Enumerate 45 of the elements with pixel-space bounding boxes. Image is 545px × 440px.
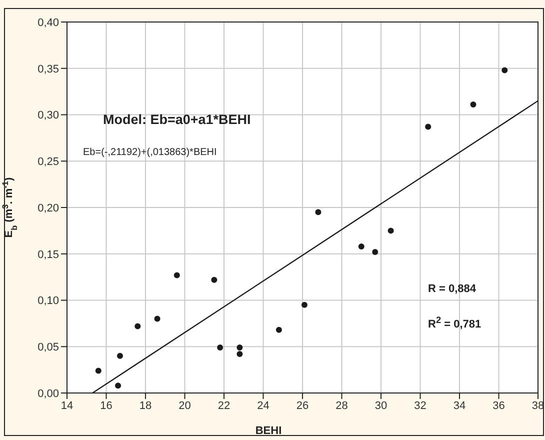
annotation: Eb=(-,21192)+(,013863)*BEHI [83,147,217,158]
point [95,368,102,374]
x-tick-label: 36 [492,400,505,412]
y-tick-label: 0,35 [38,63,59,76]
point [358,243,364,250]
point [502,67,508,74]
point [388,228,394,234]
x-tick-label: 32 [414,400,426,412]
x-tick-label: 26 [296,400,309,412]
point [211,276,218,283]
x-tick-label: 20 [178,400,191,412]
x-tick-label: 18 [139,400,152,412]
x-axis-title: BEHI [255,425,282,437]
x-tick-label: 28 [336,400,348,412]
annotation: Model: Eb=a0+a1*BEHI [103,112,251,127]
point [315,209,322,216]
y-tick-label: 0,15 [38,248,59,261]
point [236,344,243,351]
y-tick-label: 0,05 [38,342,59,354]
annotation: R = 0,884 [428,283,476,295]
point [217,344,224,351]
point [236,351,243,358]
y-tick-label: 0,40 [38,16,59,29]
point [301,302,308,308]
point [174,272,180,278]
y-tick-label: 0,00 [38,388,59,400]
y-tick-label: 0,10 [38,295,59,308]
x-tick-label: 30 [374,400,388,412]
x-tick-label: 34 [453,400,466,412]
point [276,326,282,333]
point [372,249,378,256]
x-tick-label: 24 [257,400,270,412]
x-tick-label: 22 [218,400,230,412]
point [116,352,123,359]
annotation: R$^{2}$ = 0,781 [428,315,482,331]
point [115,382,122,389]
y-tick-label: 0,25 [38,156,59,168]
y-tick-label: 0,30 [38,110,59,122]
x-tick-label: 14 [60,400,74,412]
point [470,102,476,108]
point [134,323,141,330]
point [154,316,160,322]
y-tick-label: 0,20 [38,202,59,214]
point [425,124,432,130]
x-tick-label: 16 [100,400,112,412]
